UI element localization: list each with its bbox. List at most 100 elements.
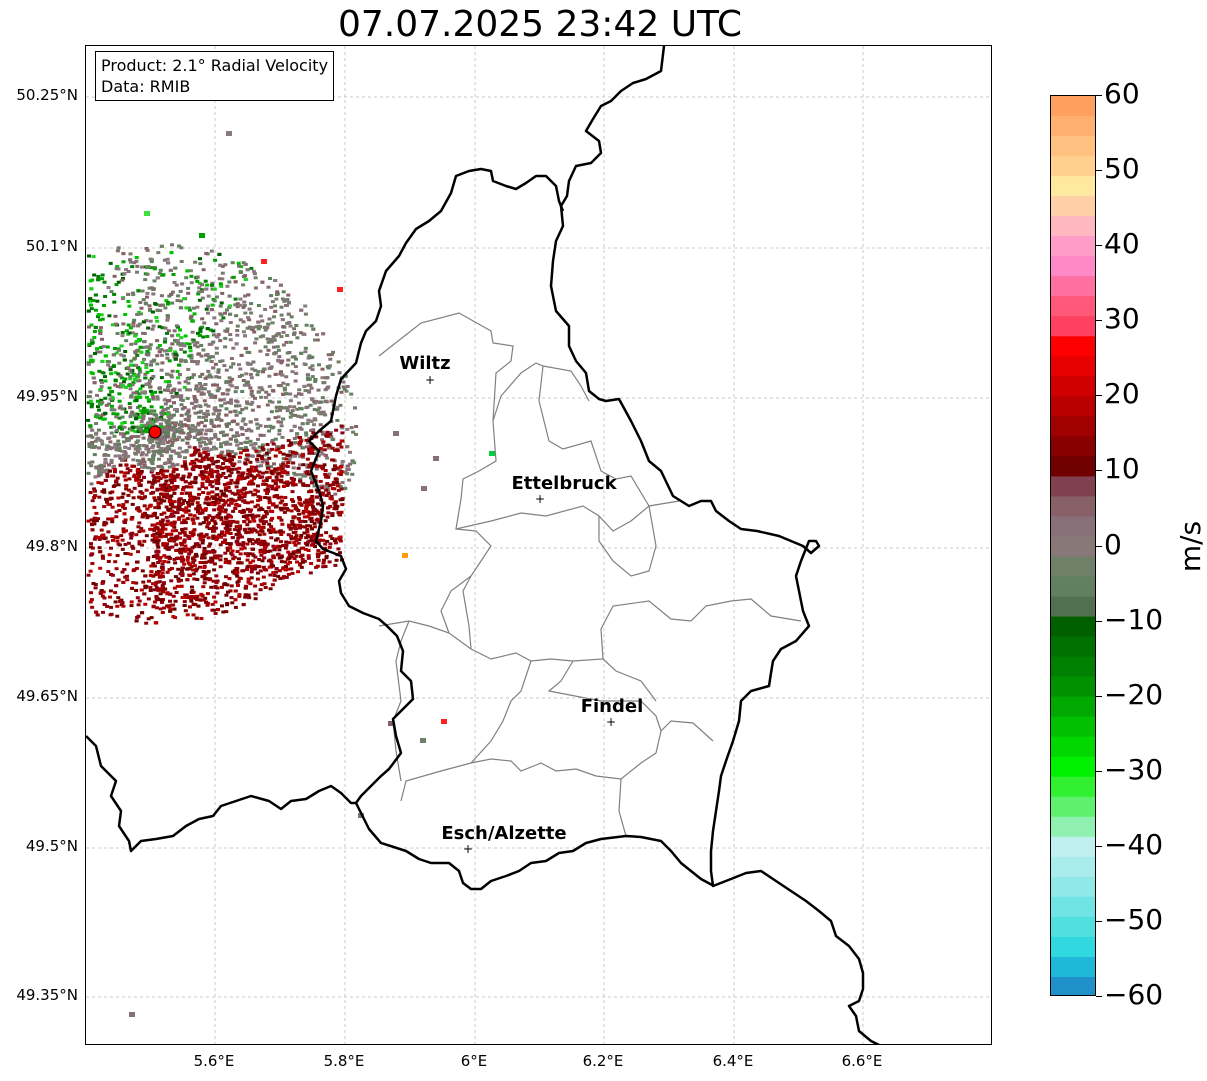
echo-pixel [281,544,286,548]
echo-pixel [338,537,343,541]
echo-pixel [148,440,153,444]
echo-pixel [262,548,267,552]
echo-pixel [113,314,118,318]
echo-pixel [262,325,267,329]
echo-pixel [148,527,153,531]
echo-pixel [333,477,338,481]
echo-pixel [203,465,208,469]
echo-pixel [210,475,214,479]
echo-pixel [271,503,275,507]
map-panel[interactable]: Wiltz + Ettelbruck + Findel + Esch/Alzet… [85,45,992,1045]
echo-pixel [247,470,252,474]
echo-pixel [90,402,95,406]
echo-pixel [137,481,142,485]
echo-pixel [187,342,192,346]
echo-pixel [293,473,298,477]
echo-pixel [135,412,140,416]
echo-pixel [313,475,318,478]
echo-pixel [156,465,161,469]
echo-pixel [224,488,228,492]
echo-pixel [210,480,215,484]
echo-pixel [222,364,227,368]
colorbar-band [1051,496,1095,518]
echo-pixel [176,567,181,571]
echo-pixel [136,435,141,439]
echo-pixel [127,447,132,450]
echo-pixel [202,321,207,325]
echo-pixel [117,509,122,512]
echo-pixel [167,380,171,384]
echo-pixel [90,341,95,345]
echo-pixel [337,287,343,292]
echo-pixel [238,297,243,301]
echo-pixel [291,483,296,487]
echo-pixel [155,449,159,453]
echo-pixel [172,607,177,611]
echo-pixel [334,428,339,432]
echo-pixel [134,256,139,259]
echo-pixel [259,583,264,587]
colorbar-band [1051,576,1095,598]
echo-pixel [294,527,298,531]
echo-pixel [154,554,159,558]
echo-pixel [179,403,184,407]
echo-pixel [238,303,243,307]
echo-pixel [269,484,274,488]
echo-pixel [324,376,329,380]
echo-pixel [122,457,127,461]
colorbar-band [1051,856,1095,878]
echo-pixel [340,431,345,435]
echo-pixel [188,481,192,485]
echo-pixel [168,373,173,377]
echo-pixel [273,351,278,355]
echo-pixel [292,424,297,428]
echo-pixel [156,442,161,446]
echo-pixel [323,469,328,472]
echo-pixel [189,591,194,594]
echo-pixel [198,327,203,331]
echo-pixel [199,233,205,238]
echo-pixel [228,460,233,464]
echo-pixel [121,252,126,256]
echo-pixel [209,473,214,477]
echo-pixel [162,560,167,563]
echo-pixel [131,391,136,395]
echo-pixel [296,541,301,545]
echo-pixel [266,340,271,344]
echo-pixel [169,603,174,607]
echo-pixel [127,438,131,442]
echo-pixel [248,539,252,543]
echo-pixel [130,516,135,519]
echo-pixel [182,460,187,464]
echo-pixel [240,475,244,479]
echo-pixel [220,392,225,396]
echo-pixel [185,558,190,562]
echo-pixel [134,391,139,395]
echo-pixel [166,406,170,410]
echo-pixel [165,570,170,574]
echo-pixel [141,529,146,533]
echo-pixel [282,481,287,485]
echo-pixel [180,423,185,427]
echo-pixel [321,561,326,565]
echo-pixel [279,465,284,469]
echo-pixel [237,447,242,451]
echo-pixel [250,538,255,542]
echo-pixel [184,593,188,597]
echo-pixel [108,421,113,425]
echo-pixel [165,519,170,523]
echo-pixel [168,599,172,603]
echo-pixel [249,530,254,534]
echo-pixel [311,446,315,450]
echo-pixel [228,546,233,550]
echo-pixel [251,517,256,521]
echo-pixel [334,558,339,562]
echo-pixel [291,453,295,457]
echo-pixel [168,607,173,611]
echo-pixel [192,394,197,398]
echo-pixel [313,338,317,342]
echo-pixel [206,428,211,432]
echo-pixel [186,555,190,559]
echo-pixel [87,254,91,258]
echo-pixel [331,350,335,354]
